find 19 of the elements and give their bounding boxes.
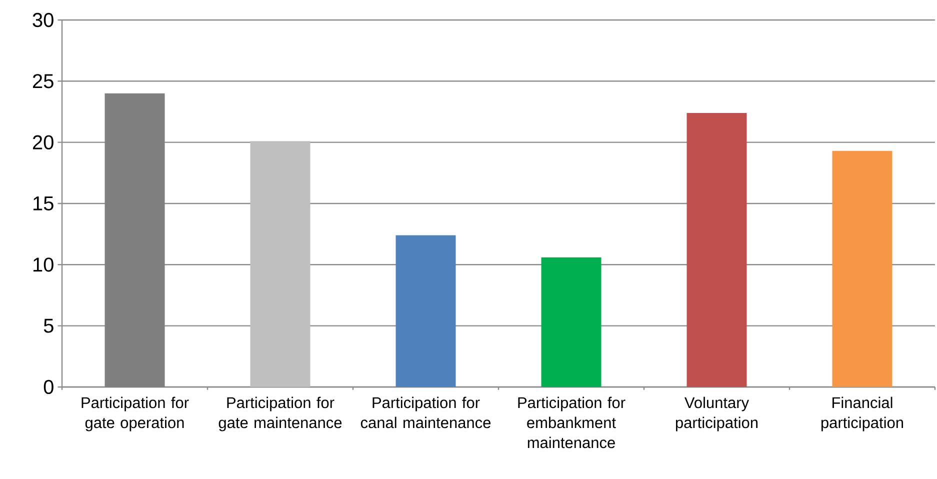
bar — [104, 93, 165, 387]
bar — [541, 257, 602, 387]
y-tick-label: 10 — [33, 258, 54, 272]
bar — [250, 141, 310, 387]
x-tick-label: Financial participation — [821, 396, 903, 432]
bar — [396, 235, 456, 387]
y-tick-label: 20 — [32, 135, 54, 150]
x-tick-label: Voluntary participation — [676, 396, 758, 432]
y-tick-label: 0 — [44, 380, 54, 394]
bar — [832, 150, 892, 387]
x-tick-label: Participation for gate operation — [82, 396, 189, 432]
x-tick-label: Participation for embankment maintenance — [518, 396, 626, 448]
x-tick-label: Participation for gate maintenance — [218, 396, 342, 432]
y-tick-label: 15 — [33, 196, 54, 210]
y-tick-label: 25 — [32, 74, 54, 88]
x-tick-label: Participation for canal maintenance — [360, 396, 491, 428]
y-tick-label: 30 — [32, 12, 54, 28]
y-tick-label: 5 — [44, 318, 54, 333]
bar — [686, 112, 747, 387]
